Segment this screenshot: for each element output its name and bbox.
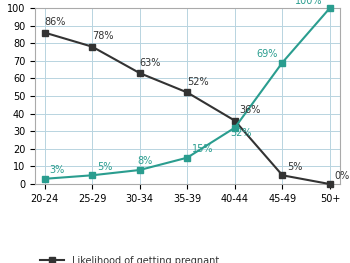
Text: 63%: 63% [140, 58, 161, 68]
Line: Likelihood of getting pregnant: Likelihood of getting pregnant [42, 30, 333, 187]
Text: 8%: 8% [137, 156, 153, 166]
Likelihood of getting pregnant [233, 119, 237, 122]
Likelihood of infertility [138, 168, 142, 171]
Text: 69%: 69% [256, 49, 278, 59]
Line: Likelihood of infertility: Likelihood of infertility [42, 5, 333, 181]
Text: 52%: 52% [187, 77, 209, 87]
Likelihood of getting pregnant [280, 174, 285, 177]
Text: 86%: 86% [44, 17, 66, 27]
Text: 5%: 5% [97, 162, 112, 172]
Likelihood of infertility [233, 126, 237, 129]
Likelihood of getting pregnant [42, 31, 47, 34]
Likelihood of infertility [90, 174, 94, 177]
Likelihood of infertility [42, 177, 47, 180]
Text: 15%: 15% [192, 144, 214, 154]
Text: 5%: 5% [287, 162, 302, 172]
Text: 36%: 36% [240, 105, 261, 115]
Legend: Likelihood of getting pregnant, Likelihood of infertility: Likelihood of getting pregnant, Likeliho… [40, 256, 219, 263]
Likelihood of infertility [185, 156, 189, 159]
Likelihood of getting pregnant [328, 183, 332, 186]
Likelihood of getting pregnant [185, 91, 189, 94]
Text: 0%: 0% [335, 171, 350, 181]
Likelihood of infertility [328, 6, 332, 9]
Text: 100%: 100% [295, 0, 323, 6]
Text: 32%: 32% [230, 128, 252, 138]
Likelihood of infertility [280, 61, 285, 64]
Likelihood of getting pregnant [138, 72, 142, 75]
Text: 3%: 3% [49, 165, 64, 175]
Text: 78%: 78% [92, 31, 114, 41]
Likelihood of getting pregnant [90, 45, 94, 48]
